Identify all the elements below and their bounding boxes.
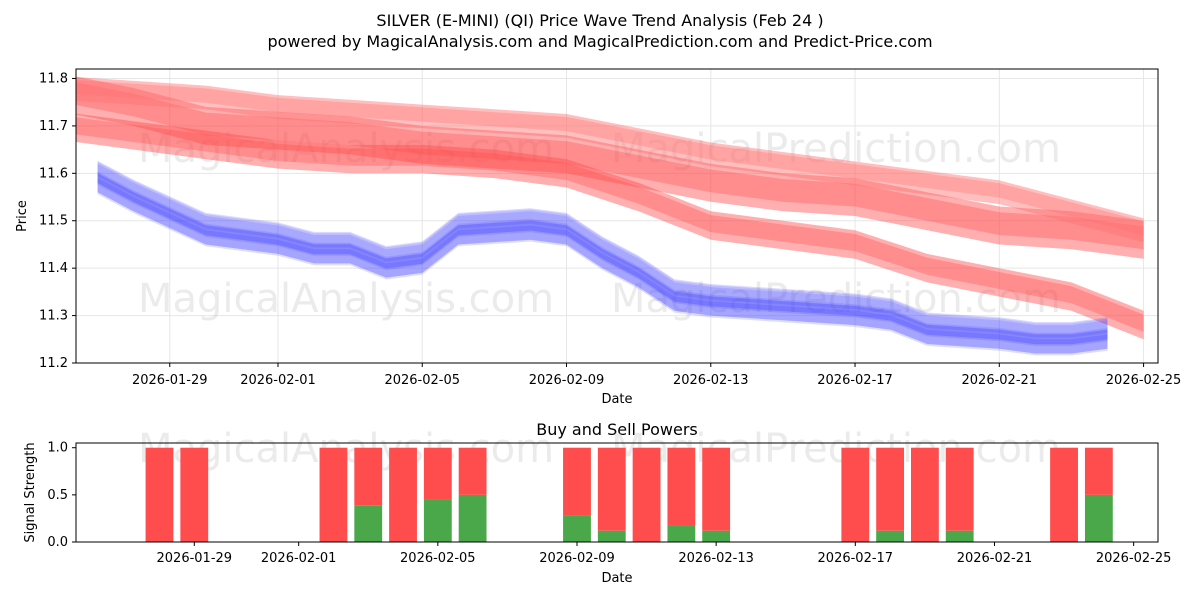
y-tick-label: 11.8 [39, 71, 68, 86]
x-tick-label: 2026-01-29 [157, 551, 233, 566]
y-tick-label: 11.5 [39, 214, 68, 229]
watermark-text: MagicalPrediction.com [611, 126, 1061, 172]
y-tick-label: 11.4 [39, 261, 68, 276]
forecast-band-inner [76, 79, 1144, 236]
sell-bar [389, 447, 417, 542]
sell-bar [145, 447, 174, 542]
forecast-band-inner [76, 82, 1144, 250]
x-tick-label: 2026-02-05 [384, 373, 460, 388]
forecast-band [76, 113, 1144, 340]
x-tick-label: 2026-02-05 [400, 551, 476, 566]
x-axis-label: Date [601, 571, 632, 586]
sell-bar [319, 447, 348, 542]
forecast-band [76, 77, 1144, 243]
sell-bar [1050, 447, 1078, 542]
sell-bar [945, 447, 974, 531]
x-tick-label: 2026-02-01 [240, 373, 316, 388]
buy-bar [876, 530, 905, 542]
sell-bar [667, 447, 696, 526]
sell-bar [841, 447, 870, 542]
buy-bar [458, 494, 487, 542]
buy-bar [945, 530, 974, 542]
x-tick-label: 2026-02-09 [539, 551, 615, 566]
y-axis-label: Signal Strength [23, 442, 38, 542]
buy-sell-chart: Buy and Sell Powers 2026-01-29 2026-02-01 2… [23, 420, 1171, 586]
sell-bar [632, 447, 661, 542]
historical-wave-band [97, 160, 1108, 338]
y-tick-label: 11.2 [39, 356, 68, 371]
y-axis-label: Price [15, 200, 30, 232]
sell-bar [354, 447, 383, 506]
buy-bar [563, 515, 591, 542]
sell-bar [1084, 447, 1113, 495]
plot-frame [75, 68, 1159, 364]
buy-bar [423, 499, 452, 542]
sell-bar [458, 447, 487, 495]
buy-bar [1084, 494, 1113, 542]
x-tick-label: 2026-02-13 [678, 551, 754, 566]
sell-bar [563, 447, 591, 516]
historical-wave-band [97, 173, 1108, 345]
sell-bar [702, 447, 731, 531]
y-tick-label: 0.5 [47, 488, 68, 503]
historical-wave-band [97, 161, 1108, 346]
historical-wave-band [97, 178, 1108, 354]
historical-wave-band [97, 171, 1108, 356]
sell-bar [597, 447, 626, 531]
x-tick-label: 2026-02-09 [529, 373, 605, 388]
forecast-band-inner [76, 117, 1144, 332]
x-tick-label: 2026-02-25 [1106, 373, 1182, 388]
x-tick-label: 2026-01-29 [132, 373, 208, 388]
chart-title-line2: powered by MagicalAnalysis.com and Magic… [267, 32, 932, 51]
subchart-title: Buy and Sell Powers [536, 420, 698, 439]
sell-bar [910, 447, 939, 542]
price-wave-chart: 2026-01-29 2026-02-01 2026-02-05 2026-02-09… [15, 68, 1182, 407]
y-tick-label: 11.6 [39, 166, 68, 181]
sell-bar [876, 447, 905, 531]
x-tick-label: 2026-02-21 [957, 551, 1033, 566]
x-tick-label: 2026-02-13 [673, 373, 749, 388]
watermark-text: MagicalAnalysis.com [138, 126, 554, 172]
sell-bar [423, 447, 452, 500]
buy-bar [702, 530, 731, 542]
x-tick-label: 2026-02-21 [962, 373, 1038, 388]
subplot-frame [75, 442, 1159, 543]
x-tick-label: 2026-02-25 [1096, 551, 1172, 566]
x-tick-label: 2026-02-17 [817, 373, 893, 388]
plot-area [76, 76, 1144, 356]
buy-bar [597, 530, 626, 542]
forecast-band [76, 76, 1144, 259]
buy-bar [354, 505, 383, 542]
buy-bar [667, 525, 696, 542]
y-tick-label: 11.3 [39, 309, 68, 324]
sell-bar [180, 447, 209, 542]
historical-wave-band [97, 163, 1108, 354]
watermark-text: MagicalPrediction.com [611, 276, 1061, 322]
x-tick-label: 2026-02-01 [261, 551, 337, 566]
watermark-text: MagicalAnalysis.com [138, 276, 554, 322]
y-tick-label: 0.0 [47, 535, 68, 550]
chart-title-line1: SILVER (E-MINI) (QI) Price Wave Trend An… [376, 11, 823, 30]
y-tick-label: 1.0 [47, 441, 68, 456]
x-axis-label: Date [601, 392, 632, 407]
y-tick-label: 11.7 [39, 119, 68, 134]
x-tick-label: 2026-02-17 [818, 551, 894, 566]
